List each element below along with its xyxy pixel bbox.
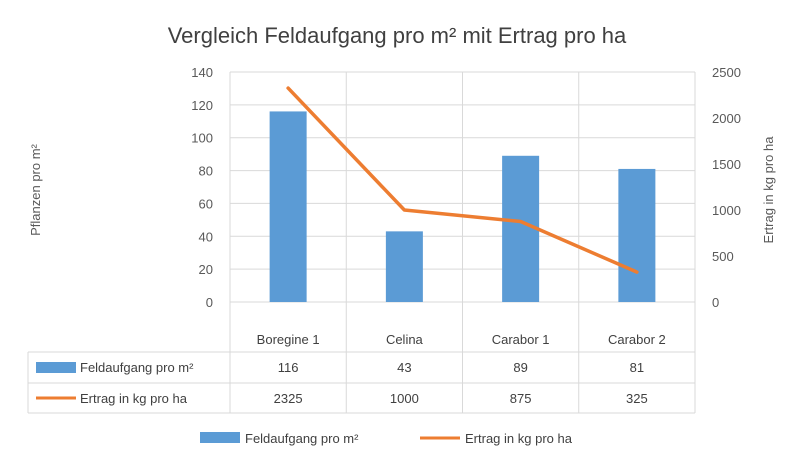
left-axis-ticks: 0 20 40 60 80 100 120 140 (191, 65, 213, 310)
line-path (286, 86, 639, 274)
table-cell: 116 (278, 360, 299, 375)
right-axis-title: Ertrag in kg pro ha (761, 136, 776, 244)
right-tick-label: 2500 (712, 65, 741, 80)
bar (269, 111, 307, 302)
left-tick-label: 40 (199, 229, 213, 244)
gridlines (229, 71, 696, 413)
bar-series (269, 111, 656, 302)
right-tick-label: 0 (712, 295, 719, 310)
right-tick-label: 2000 (712, 111, 741, 126)
left-tick-label: 0 (206, 295, 213, 310)
legend-key-bar (200, 432, 240, 443)
category-label: Carabor 1 (492, 332, 550, 347)
left-axis-title: Pflanzen pro m² (28, 143, 43, 235)
table-cell: 1000 (390, 391, 419, 406)
right-tick-label: 500 (712, 249, 734, 264)
table-key-bar (36, 362, 76, 373)
category-label: Boregine 1 (257, 332, 320, 347)
left-tick-label: 120 (191, 98, 213, 113)
table-cell: 81 (630, 360, 644, 375)
table-row-header: Ertrag in kg pro ha (80, 391, 188, 406)
legend: Feldaufgang pro m² Ertrag in kg pro ha (200, 431, 573, 446)
bar (502, 155, 540, 302)
left-tick-label: 20 (199, 262, 213, 277)
right-tick-label: 1500 (712, 157, 741, 172)
table-cell: 325 (626, 391, 648, 406)
left-tick-label: 140 (191, 65, 213, 80)
category-label: Carabor 2 (608, 332, 666, 347)
legend-label: Ertrag in kg pro ha (465, 431, 573, 446)
left-tick-label: 100 (191, 131, 213, 146)
data-table: Boregine 1 Celina Carabor 1 Carabor 2 Feldau… (27, 332, 695, 414)
table-cell: 89 (513, 360, 527, 375)
left-tick-label: 60 (199, 196, 213, 211)
right-axis-ticks: 0 500 1000 1500 2000 2500 (712, 65, 741, 310)
bar (618, 168, 656, 302)
table-cell: 875 (510, 391, 532, 406)
chart-title: Vergleich Feldaufgang pro m² mit Ertrag … (168, 23, 627, 48)
table-row-header: Feldaufgang pro m² (80, 360, 194, 375)
legend-label: Feldaufgang pro m² (245, 431, 359, 446)
table-cell: 2325 (274, 391, 303, 406)
category-label: Celina (386, 332, 424, 347)
table-cell: 43 (397, 360, 411, 375)
line-series (286, 86, 639, 274)
left-tick-label: 80 (199, 164, 213, 179)
right-tick-label: 1000 (712, 203, 741, 218)
bar (385, 231, 423, 302)
